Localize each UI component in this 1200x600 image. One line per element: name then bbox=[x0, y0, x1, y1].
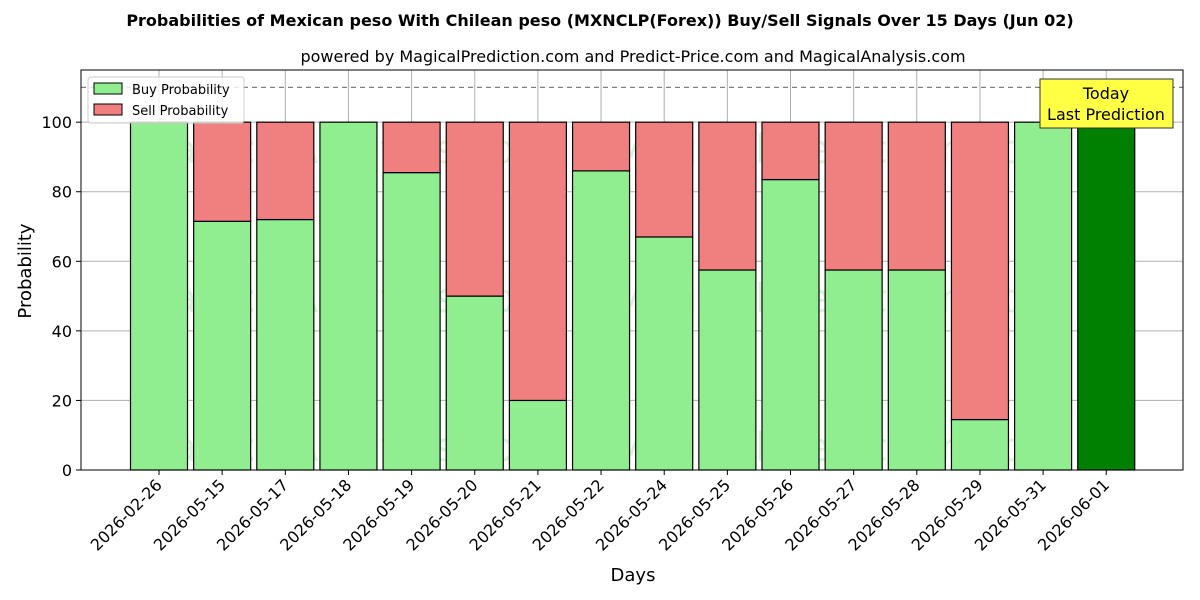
bar-sell bbox=[761, 121, 820, 181]
bar-buy bbox=[761, 178, 820, 471]
bar-sell bbox=[635, 121, 694, 238]
bar-sell bbox=[256, 121, 315, 221]
today-annotation-line2: Last Prediction bbox=[1047, 105, 1165, 124]
today-annotation-line1: Today bbox=[1082, 84, 1129, 103]
bar-buy bbox=[319, 121, 378, 471]
bar-buy bbox=[508, 399, 567, 471]
bar-sell bbox=[824, 121, 883, 271]
bar-sell bbox=[887, 121, 946, 271]
y-tick-label: 80 bbox=[52, 183, 72, 202]
y-tick-label: 60 bbox=[52, 252, 72, 271]
legend-label-sell: Sell Probability bbox=[132, 104, 229, 119]
y-tick-label: 20 bbox=[52, 391, 72, 410]
legend-frame bbox=[87, 76, 245, 124]
legend-swatch-sell bbox=[93, 103, 123, 116]
bar-sell bbox=[950, 121, 1010, 421]
today-annotation-box bbox=[1039, 78, 1174, 129]
plot-frame bbox=[80, 69, 1184, 471]
bar-sell bbox=[382, 121, 441, 174]
bar-sell bbox=[508, 121, 567, 402]
y-axis: 0 20 40 60 80 100 bbox=[41, 113, 81, 480]
bar-sell bbox=[193, 121, 252, 222]
bar-buy bbox=[698, 269, 757, 471]
y-axis-label: Probability bbox=[15, 223, 36, 318]
bar-buy bbox=[571, 170, 631, 471]
legend: Buy Probability Sell Probability bbox=[87, 76, 245, 124]
bar-buy bbox=[635, 236, 694, 471]
today-annotation: Today Last Prediction bbox=[1039, 78, 1174, 129]
bar-buy bbox=[950, 418, 1010, 471]
bar-buy bbox=[887, 269, 946, 471]
bar-buy bbox=[256, 218, 315, 471]
chart-subtitle: powered by MagicalPrediction.com and Pre… bbox=[300, 47, 965, 66]
x-axis-label: Days bbox=[611, 565, 656, 586]
y-tick-label: 100 bbox=[41, 113, 72, 132]
bar-buy bbox=[824, 269, 883, 471]
bar-sell bbox=[698, 121, 757, 271]
legend-label-buy: Buy Probability bbox=[132, 83, 230, 98]
bar-buy bbox=[1077, 121, 1136, 471]
bar-buy bbox=[1013, 121, 1073, 471]
bar-buy bbox=[193, 220, 252, 471]
bar-sell bbox=[445, 121, 504, 297]
bars-layer bbox=[129, 121, 1136, 471]
bar-buy bbox=[445, 295, 504, 471]
chart-title: Probabilities of Mexican peso With Chile… bbox=[126, 11, 1073, 30]
bar-sell bbox=[571, 121, 631, 172]
x-axis: 2026-02-262026-05-152026-05-172026-05-18… bbox=[87, 470, 1113, 555]
legend-swatch-buy bbox=[93, 82, 123, 95]
bar-buy bbox=[382, 172, 441, 471]
bar-buy bbox=[129, 121, 189, 471]
y-tick-label: 0 bbox=[62, 461, 72, 480]
y-tick-label: 40 bbox=[52, 322, 72, 341]
